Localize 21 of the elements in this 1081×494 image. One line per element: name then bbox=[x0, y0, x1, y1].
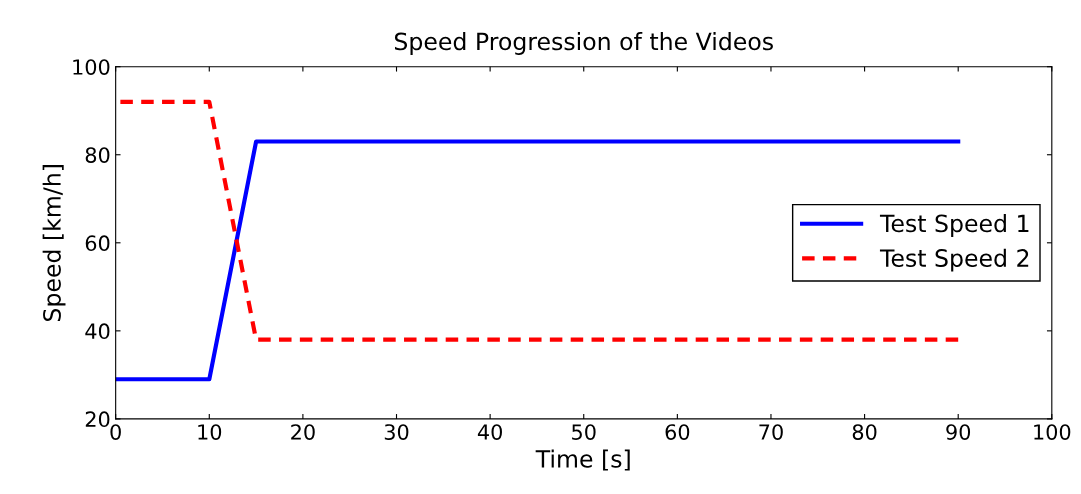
x-tick-label: 0 bbox=[110, 424, 121, 440]
y-tick-label: 80 bbox=[85, 147, 110, 163]
x-tick-label: 100 bbox=[1034, 424, 1071, 440]
x-tick-label: 50 bbox=[572, 424, 596, 440]
legend-label: Test Speed 1 bbox=[879, 214, 1029, 237]
y-axis-title: Speed [km/h] bbox=[42, 165, 66, 322]
y-tick-label: 60 bbox=[85, 235, 110, 252]
x-tick-label: 10 bbox=[198, 424, 222, 440]
x-axis-title: Time [s] bbox=[535, 449, 630, 471]
y-tick-label: 100 bbox=[73, 59, 110, 75]
x-tick-label: 70 bbox=[759, 424, 783, 440]
chart-title: Speed Progression of the Videos bbox=[394, 32, 773, 55]
y-tick-label: 20 bbox=[85, 411, 110, 428]
x-tick-label: 60 bbox=[665, 424, 690, 440]
x-tick-label: 20 bbox=[291, 424, 315, 440]
x-tick-label: 90 bbox=[946, 424, 971, 440]
y-tick-label: 40 bbox=[85, 323, 110, 340]
x-tick-label: 40 bbox=[477, 424, 502, 440]
x-tick-label: 30 bbox=[384, 424, 409, 440]
legend-label: Test Speed 2 bbox=[879, 248, 1029, 272]
x-tick-label: 80 bbox=[852, 424, 877, 440]
